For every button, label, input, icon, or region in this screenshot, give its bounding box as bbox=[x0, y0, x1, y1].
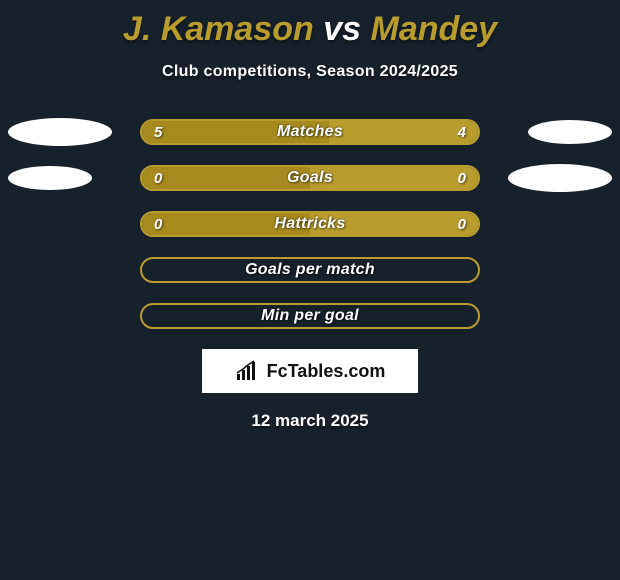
stat-rows: 54Matches 00Goals 00Hattricks Goals per mat… bbox=[0, 119, 620, 329]
page-root: J. Kamason vs Mandey Club competitions, … bbox=[0, 0, 620, 580]
ellipse-right bbox=[528, 120, 612, 144]
stat-bar: Min per goal bbox=[140, 303, 480, 329]
stat-row: Goals per match bbox=[0, 257, 620, 283]
stat-bar: 00Hattricks bbox=[140, 211, 480, 237]
stat-bar: 54Matches bbox=[140, 119, 480, 145]
stat-label: Goals bbox=[142, 167, 478, 189]
stat-label: Min per goal bbox=[142, 305, 478, 327]
player1-name: J. Kamason bbox=[123, 10, 314, 48]
player2-name: Mandey bbox=[371, 10, 498, 48]
stat-row: Min per goal bbox=[0, 303, 620, 329]
ellipse-left bbox=[8, 166, 92, 190]
date-text: 12 march 2025 bbox=[0, 411, 620, 431]
title-vs: vs bbox=[323, 10, 361, 48]
stat-bar: 00Goals bbox=[140, 165, 480, 191]
stat-bar: Goals per match bbox=[140, 257, 480, 283]
comparison-title: J. Kamason vs Mandey bbox=[0, 0, 620, 49]
stat-row: 00Goals bbox=[0, 165, 620, 191]
subtitle: Club competitions, Season 2024/2025 bbox=[0, 63, 620, 81]
ellipse-left bbox=[8, 118, 112, 146]
brand-text: FcTables.com bbox=[267, 361, 386, 382]
stat-label: Matches bbox=[142, 121, 478, 143]
stat-row: 54Matches bbox=[0, 119, 620, 145]
ellipse-right bbox=[508, 164, 612, 192]
brand-chart-icon bbox=[235, 360, 261, 382]
stat-label: Goals per match bbox=[142, 259, 478, 281]
stat-label: Hattricks bbox=[142, 213, 478, 235]
stat-row: 00Hattricks bbox=[0, 211, 620, 237]
brand-box: FcTables.com bbox=[202, 349, 418, 393]
